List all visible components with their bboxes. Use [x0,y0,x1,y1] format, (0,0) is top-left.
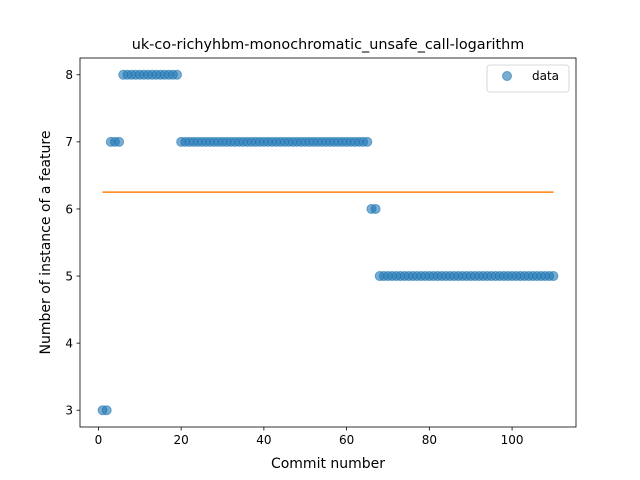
legend-marker [502,71,512,81]
x-tick-label: 20 [174,433,189,447]
x-tick-label: 0 [95,433,103,447]
y-tick-label: 4 [65,336,73,350]
axis-ticks: 0 20 40 60 80 100 3 4 5 6 7 8 [65,68,523,447]
legend: data [486,64,570,93]
data-point [172,69,183,80]
y-tick-label: 5 [65,269,73,283]
x-tick-label: 40 [256,433,271,447]
x-tick-label: 100 [501,433,524,447]
y-tick-label: 3 [65,404,73,418]
x-tick-label: 80 [422,433,437,447]
x-tick-label: 60 [339,433,354,447]
axes-frame [79,57,577,428]
data-point [114,136,125,147]
chart-title: uk-co-richyhbm-monochromatic_unsafe_call… [132,37,525,53]
x-axis-label: Commit number [271,456,385,472]
y-tick-label: 6 [65,202,73,216]
y-tick-label: 8 [65,68,73,82]
data-point [370,203,381,214]
plot-area [97,69,559,416]
data-point [362,136,373,147]
data-point [548,271,559,282]
data-point [101,405,112,416]
legend-label-data: data [532,69,559,83]
y-axis-label: Number of instance of a feature [38,131,54,355]
y-tick-label: 7 [65,135,73,149]
